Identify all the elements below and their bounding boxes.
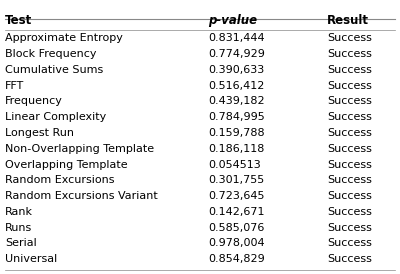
Text: Block Frequency: Block Frequency [5,49,97,59]
Text: Cumulative Sums: Cumulative Sums [5,65,104,75]
Text: Approximate Entropy: Approximate Entropy [5,33,123,43]
Text: Universal: Universal [5,254,58,264]
Text: Success: Success [327,49,372,59]
Text: 0.516,412: 0.516,412 [208,81,264,91]
Text: 0.054513: 0.054513 [208,159,261,170]
Text: 0.831,444: 0.831,444 [208,33,264,43]
Text: Rank: Rank [5,207,33,217]
Text: Success: Success [327,65,372,75]
Text: Runs: Runs [5,222,33,233]
Text: Random Excursions Variant: Random Excursions Variant [5,191,158,201]
Text: Success: Success [327,33,372,43]
Text: FFT: FFT [5,81,25,91]
Text: Success: Success [327,175,372,185]
Text: 0.186,118: 0.186,118 [208,144,264,154]
Text: 0.854,829: 0.854,829 [208,254,265,264]
Text: Success: Success [327,191,372,201]
Text: Success: Success [327,96,372,107]
Text: Serial: Serial [5,238,37,248]
Text: Random Excursions: Random Excursions [5,175,115,185]
Text: Success: Success [327,144,372,154]
Text: 0.301,755: 0.301,755 [208,175,264,185]
Text: 0.723,645: 0.723,645 [208,191,264,201]
Text: Success: Success [327,222,372,233]
Text: Success: Success [327,238,372,248]
Text: 0.978,004: 0.978,004 [208,238,264,248]
Text: 0.159,788: 0.159,788 [208,128,264,138]
Text: Non-Overlapping Template: Non-Overlapping Template [5,144,154,154]
Text: 0.784,995: 0.784,995 [208,112,265,122]
Text: 0.142,671: 0.142,671 [208,207,264,217]
Text: Success: Success [327,112,372,122]
Text: Success: Success [327,128,372,138]
Text: p-value: p-value [208,14,257,27]
Text: Frequency: Frequency [5,96,63,107]
Text: Test: Test [5,14,33,27]
Text: 0.585,076: 0.585,076 [208,222,264,233]
Text: Success: Success [327,81,372,91]
Text: 0.390,633: 0.390,633 [208,65,264,75]
Text: Linear Complexity: Linear Complexity [5,112,107,122]
Text: 0.774,929: 0.774,929 [208,49,265,59]
Text: Success: Success [327,159,372,170]
Text: Result: Result [327,14,369,27]
Text: 0.439,182: 0.439,182 [208,96,264,107]
Text: Longest Run: Longest Run [5,128,74,138]
Text: Overlapping Template: Overlapping Template [5,159,128,170]
Text: Success: Success [327,254,372,264]
Text: Success: Success [327,207,372,217]
